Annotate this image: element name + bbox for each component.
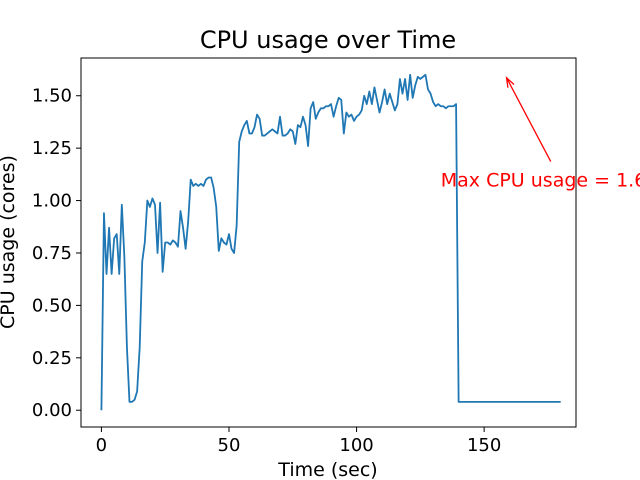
chart-title: CPU usage over Time — [200, 26, 456, 54]
y-tick-label: 1.25 — [32, 138, 72, 159]
y-tick-label: 1.00 — [32, 191, 72, 212]
y-axis-label: CPU usage (cores) — [0, 155, 19, 329]
x-tick-label: 0 — [96, 435, 107, 456]
y-tick-label: 0.25 — [32, 348, 72, 369]
y-tick-label: 1.50 — [32, 86, 72, 107]
annotation-text: Max CPU usage = 1.6 — [441, 170, 640, 192]
annotation-group: Max CPU usage = 1.6 — [441, 76, 640, 192]
y-tick-label: 0.50 — [32, 295, 72, 316]
x-axis-label: Time (sec) — [277, 459, 377, 480]
annotation-arrow-head — [505, 76, 515, 88]
series-group — [100, 73, 561, 411]
y-tick-label: 0.00 — [32, 400, 72, 421]
ticks-group: 0 50 100 150 0.00 0.25 0.50 0.75 1.00 1.25 1.50 — [32, 86, 501, 456]
x-tick-label: 100 — [339, 435, 373, 456]
x-tick-label: 50 — [218, 435, 241, 456]
x-tick-label: 150 — [467, 435, 501, 456]
y-tick-label: 0.75 — [32, 243, 72, 264]
series-line-cpu-usage — [100, 73, 561, 411]
plot-frame — [80, 57, 577, 428]
annotation-arrow-line — [505, 77, 552, 162]
